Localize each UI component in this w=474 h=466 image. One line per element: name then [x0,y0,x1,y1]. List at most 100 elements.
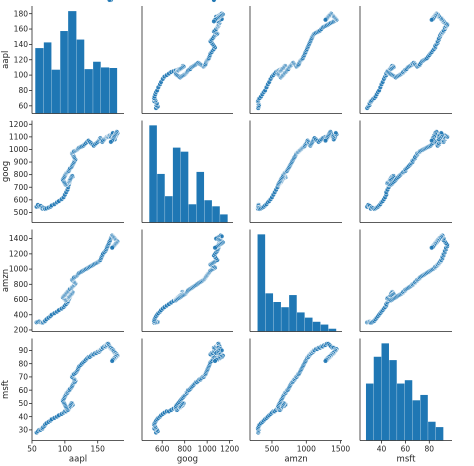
hist-bar-goog-1 [157,173,165,223]
xtick-label-msft-2: 80 [425,445,435,454]
ylabel-msft: msft [1,379,11,399]
xtick-label-aapl-2: 150 [91,445,106,454]
xtick-label-amzn-0: 500 [265,445,280,454]
ytick-label-amzn-6: 1400 [9,234,28,243]
hist-bar-msft-5 [404,380,413,441]
xtick-label-aapl-1: 100 [58,445,73,454]
ytick-label-amzn-3: 800 [14,280,29,289]
pairplot-panels: 60 80 100 120 140 160 180 aapl 500 600 700 800 900 10… [1,0,452,465]
hist-bar-amzn-2 [273,302,281,332]
panel-amzn-msft [359,229,452,332]
xtick-label-goog-1: 800 [178,445,193,454]
hist-bar-amzn-0 [257,234,266,332]
xtick-label-amzn-1: 1000 [297,445,316,454]
ytick-label-msft-6: 90 [18,346,28,355]
ytick-label-goog-4: 900 [14,158,29,167]
point-msft-goog-124 [212,358,218,364]
xlabel-aapl: aapl [69,455,87,465]
panel-msft-msft: 40 60 80 msft [359,338,452,465]
hist-bar-msft-9 [435,427,444,441]
ytick-label-goog-1: 600 [14,195,29,204]
ytick-label-msft-3: 60 [18,386,28,395]
ytick-label-amzn-2: 600 [14,295,29,304]
ytick-label-goog-7: 1200 [9,120,28,129]
panel-goog-aapl: 500 600 700 800 900 1000 1100 1200 goog [1,0,124,223]
ytick-label-goog-3: 800 [14,170,29,179]
hist-bar-amzn-7 [312,321,321,332]
hist-bar-aapl-9 [109,67,118,114]
point-msft-amzn-124 [322,358,329,364]
hist-bar-goog-2 [165,196,173,223]
ytick-label-goog-0: 500 [14,208,29,217]
point-msft-aapl-124 [109,358,115,364]
ytick-label-amzn-1: 400 [14,310,29,319]
ytick-label-msft-4: 70 [18,373,28,382]
panel-aapl-msft [359,6,452,114]
ytick-label-aapl-4: 140 [14,40,29,49]
hist-bar-goog-0 [149,125,157,223]
hist-bar-msft-2 [381,343,389,441]
panel-amzn-amzn [249,229,342,332]
panel-aapl-goog [141,6,233,114]
hist-bar-goog-4 [180,151,189,223]
point-amzn-goog-124 [212,245,218,251]
ytick-label-aapl-2: 100 [14,71,29,80]
hist-bar-msft-0 [365,383,374,441]
xtick-label-goog-3: 1200 [220,445,239,454]
ytick-label-msft-2: 50 [18,399,28,408]
xtick-label-amzn-2: 1500 [331,445,350,454]
panel-goog-amzn [249,120,342,223]
ytick-label-amzn-0: 200 [14,326,29,335]
hist-bar-msft-1 [373,356,382,441]
hist-bar-msft-3 [389,360,397,441]
panel-msft-goog: 600 800 1000 1200 goog [141,0,239,465]
ytick-label-amzn-4: 1000 [9,265,28,274]
point-goog-amzn-124 [322,138,329,144]
panel-goog-goog [141,120,233,223]
hist-bar-amzn-9 [328,328,337,332]
point-msft-goog-125 [211,0,217,3]
ytick-label-goog-5: 1000 [9,145,28,154]
hist-bar-goog-5 [188,204,197,223]
hist-bar-goog-8 [212,206,220,223]
xlabel-goog: goog [177,455,198,465]
xlabel-msft: msft [397,455,417,465]
point-aapl-amzn-124 [322,17,329,23]
hist-bar-goog-6 [196,171,205,223]
panel-aapl-amzn [249,6,342,114]
hist-bar-aapl-1 [43,42,52,114]
xtick-label-msft-1: 60 [401,445,411,454]
ytick-label-goog-6: 1100 [9,132,28,141]
hist-bar-aapl-2 [51,69,60,114]
ytick-label-amzn-5: 1200 [9,249,28,258]
hist-bar-amzn-4 [289,295,297,332]
point-msft-aapl-126 [106,0,113,3]
hist-bar-aapl-7 [93,61,101,114]
ytick-label-msft-5: 80 [18,359,28,368]
hist-bar-goog-3 [172,147,181,223]
ytick-label-aapl-3: 120 [14,55,29,64]
ytick-label-aapl-5: 160 [14,25,29,34]
hist-bar-goog-7 [204,200,212,223]
point-aapl-goog-125 [211,18,217,24]
panel-aapl-aapl: 60 80 100 120 140 160 180 aapl [1,6,124,114]
xtick-label-aapl-0: 50 [27,445,37,454]
ylabel-amzn: amzn [1,269,11,292]
hist-bar-msft-8 [428,421,436,441]
hist-bar-msft-6 [412,400,421,441]
hist-bar-goog-9 [220,214,228,223]
hist-bar-aapl-3 [60,31,68,114]
hist-bar-aapl-0 [35,48,44,114]
hist-bar-amzn-1 [265,293,274,332]
hist-bar-aapl-8 [101,67,110,114]
point-goog-msft-124 [429,138,435,144]
xtick-label-goog-0: 600 [155,445,170,454]
panel-msft-aapl: 30 40 50 60 70 80 90 msft 50 100 150 aapl [1,0,124,465]
ytick-label-msft-0: 30 [18,426,28,435]
panel-goog-msft [359,120,452,223]
ytick-label-aapl-0: 60 [18,101,28,110]
point-amzn-aapl-124 [109,245,115,251]
hist-bar-amzn-6 [304,317,313,332]
point-goog-aapl-125 [108,139,114,145]
